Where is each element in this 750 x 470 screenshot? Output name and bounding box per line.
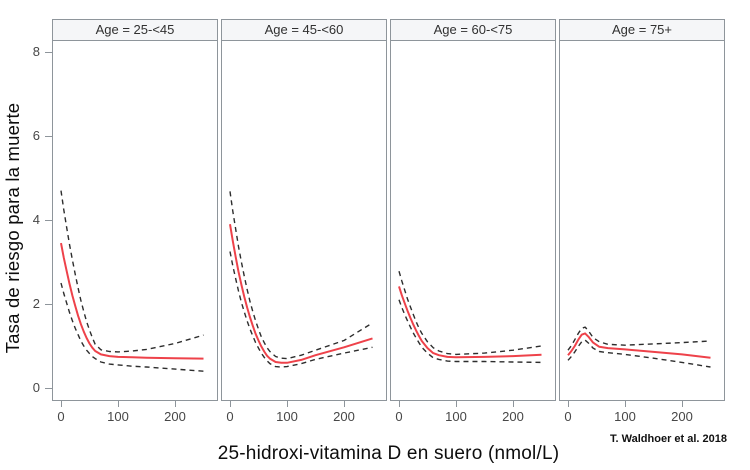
x-tick-mark xyxy=(230,401,231,407)
x-axis-label: 25-hidroxi-vitamina D en suero (nmol/L) xyxy=(217,443,560,464)
x-tick-mark xyxy=(287,401,288,407)
x-tick-label: 0 xyxy=(395,409,403,424)
lower-confidence-limit-line xyxy=(229,251,373,368)
x-tick-mark xyxy=(344,401,345,407)
x-tick-mark xyxy=(118,401,119,407)
x-tick-label: 200 xyxy=(333,409,355,424)
hazard-estimate-line xyxy=(398,286,542,359)
y-tick-mark xyxy=(45,304,52,305)
plot-area xyxy=(390,41,556,401)
y-tick-mark xyxy=(45,136,52,137)
y-tick-label: 2 xyxy=(32,296,40,311)
x-tick-mark xyxy=(513,401,514,407)
plot-area xyxy=(221,41,387,401)
hazard-estimate-line xyxy=(567,332,711,359)
facet-panel-1: Age = 45-<60 0 100 200 xyxy=(221,19,387,429)
facet-panel-3: Age = 75+ 0 100 200 xyxy=(559,19,725,429)
y-tick-mark xyxy=(45,220,52,221)
lower-confidence-limit-line xyxy=(60,282,204,372)
x-tick-mark xyxy=(175,401,176,407)
facet-header: Age = 75+ xyxy=(559,19,725,41)
y-tick-label: 6 xyxy=(32,128,40,143)
upper-confidence-limit-line xyxy=(398,271,542,356)
facet-panel-0: Age = 25-<45 0 100 200 xyxy=(52,19,218,429)
x-tick-label: 0 xyxy=(57,409,65,424)
x-tick-label: 100 xyxy=(107,409,129,424)
x-tick-mark xyxy=(399,401,400,407)
x-tick-mark xyxy=(625,401,626,407)
plot-area xyxy=(52,41,218,401)
x-tick-mark xyxy=(61,401,62,407)
plot-area xyxy=(559,41,725,401)
x-tick-mark xyxy=(456,401,457,407)
facet-panel-2: Age = 60-<75 0 100 200 xyxy=(390,19,556,429)
x-axis-ticks: 0 100 200 xyxy=(559,401,725,429)
x-tick-label: 0 xyxy=(564,409,572,424)
citation-text: T. Waldhoer et al. 2018 xyxy=(610,433,727,445)
x-tick-label: 200 xyxy=(164,409,186,424)
hazard-estimate-line xyxy=(60,242,204,360)
lower-confidence-limit-line xyxy=(398,299,542,364)
y-axis: 0 2 4 6 8 xyxy=(0,0,52,470)
x-axis-ticks: 0 100 200 xyxy=(52,401,218,429)
x-axis-ticks: 0 100 200 xyxy=(390,401,556,429)
facet-header: Age = 45-<60 xyxy=(221,19,387,41)
x-tick-label: 0 xyxy=(226,409,234,424)
y-tick-mark xyxy=(45,52,52,53)
lower-confidence-limit-line xyxy=(567,339,711,368)
upper-confidence-limit-line xyxy=(567,326,711,351)
x-tick-label: 100 xyxy=(276,409,298,424)
y-tick-label: 4 xyxy=(32,212,40,227)
x-axis-ticks: 0 100 200 xyxy=(221,401,387,429)
y-tick-mark xyxy=(45,388,52,389)
y-tick-label: 8 xyxy=(32,44,40,59)
x-tick-label: 100 xyxy=(614,409,636,424)
facet-header: Age = 25-<45 xyxy=(52,19,218,41)
y-tick-label: 0 xyxy=(32,380,40,395)
upper-confidence-limit-line xyxy=(229,191,373,360)
upper-confidence-limit-line xyxy=(60,190,204,353)
hazard-estimate-line xyxy=(229,224,373,364)
x-tick-mark xyxy=(682,401,683,407)
x-tick-label: 100 xyxy=(445,409,467,424)
x-tick-label: 200 xyxy=(502,409,524,424)
x-tick-label: 200 xyxy=(671,409,693,424)
facet-header: Age = 60-<75 xyxy=(390,19,556,41)
x-tick-mark xyxy=(568,401,569,407)
